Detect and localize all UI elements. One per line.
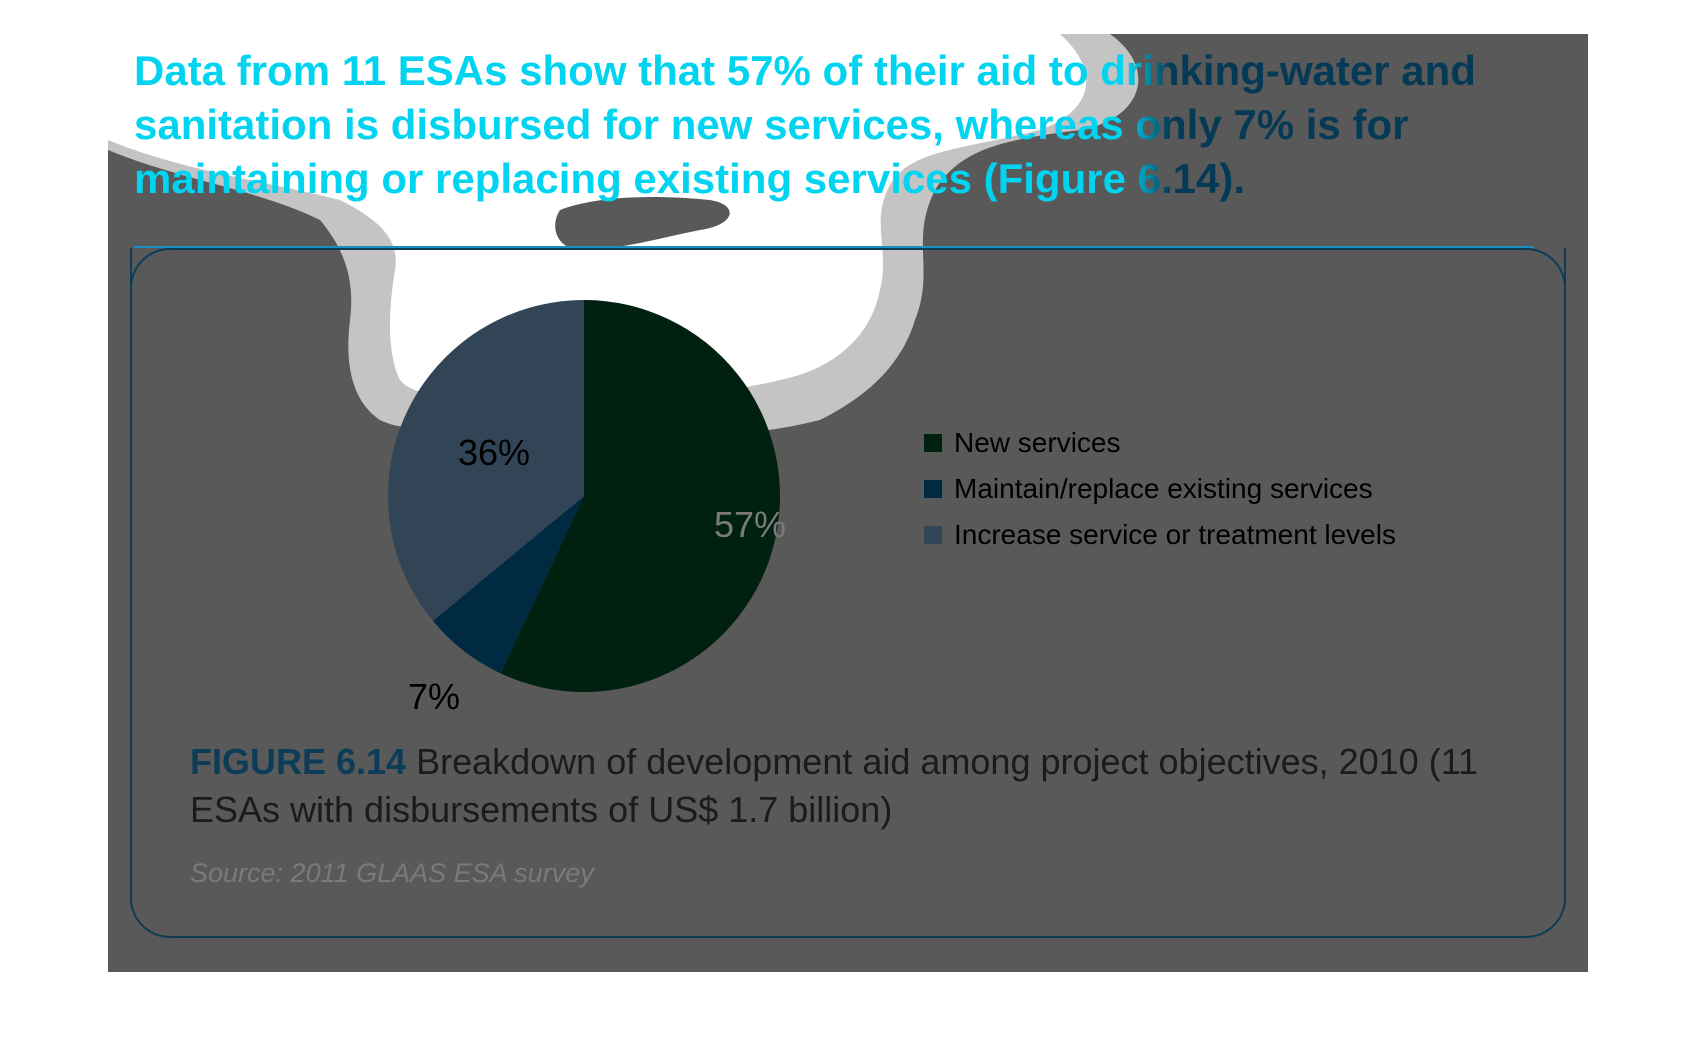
legend-item: New services (924, 420, 1396, 466)
figure-source: Source: 2011 GLAAS ESA survey (190, 858, 594, 888)
legend-swatch (924, 526, 942, 544)
figure-caption: FIGURE 6.14 Breakdown of development aid… (190, 738, 1490, 834)
headline-divider (134, 246, 1534, 248)
headline-text: Data from 11 ESAs show that 57% of their… (134, 44, 1534, 206)
pie-chart: 57% 7% 36% (388, 300, 786, 717)
spotlight-gap (555, 197, 730, 250)
pie-slice-new-services (500, 300, 781, 692)
pie-slice-increase-service-or-treatment-levels (388, 300, 584, 621)
legend-item: Maintain/replace existing services (924, 466, 1396, 512)
legend-swatch (924, 480, 942, 498)
figure-frame (130, 248, 1566, 938)
figure-label: FIGURE 6.14 (190, 741, 407, 782)
legend-label: Maintain/replace existing services (954, 473, 1373, 504)
legend-label: New services (954, 427, 1121, 458)
legend-label: Increase service or treatment levels (954, 519, 1396, 550)
legend-item: Increase service or treatment levels (924, 512, 1396, 558)
pie-data-label-maintain-replace-existing-services: 7% (408, 676, 460, 717)
pie-data-label-new-services: 57% (714, 504, 786, 545)
pie-data-label-increase-service-or-treatment-levels: 36% (458, 432, 530, 473)
chart-legend: New services Maintain/replace existing se… (924, 420, 1396, 558)
figure-caption-text: Breakdown of development aid among proje… (190, 741, 1479, 830)
legend-swatch (924, 434, 942, 452)
pie-slice-maintain-replace-existing-services (432, 496, 584, 674)
